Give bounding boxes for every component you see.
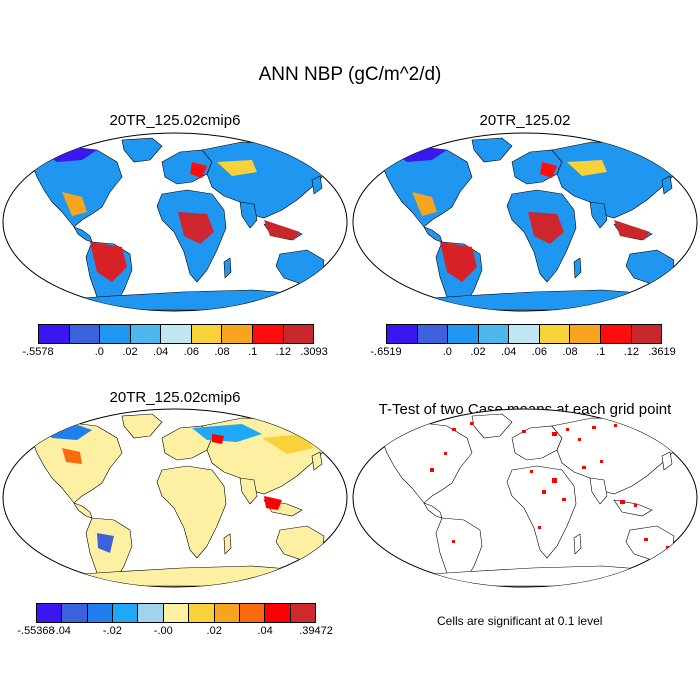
- colorbar-tick-label: -.00: [153, 625, 173, 637]
- colorbar-cell: [62, 604, 88, 622]
- colorbar-tick-label: -.55368: [17, 625, 55, 637]
- colorbar-a: [38, 324, 314, 344]
- colorbar-tick-label: .04: [153, 346, 169, 358]
- colorbar-tick-label: .12: [275, 346, 291, 358]
- colorbar-tick-label: .06: [531, 346, 547, 358]
- colorbar-tick-label: -.6519: [370, 346, 402, 358]
- colorbar-tick-label: .1: [248, 346, 258, 358]
- colorbar-tick-label: .02: [122, 346, 138, 358]
- colorbar-cell: [39, 325, 70, 343]
- colorbar-c: [36, 603, 316, 623]
- colorbar-tick-label: .3619: [648, 346, 676, 358]
- colorbar-cell: [417, 325, 449, 343]
- colorbar-cell: [100, 325, 131, 343]
- map-panel-a: [2, 132, 348, 312]
- colorbar-cell: [113, 604, 139, 622]
- colorbar-cell: [290, 604, 315, 622]
- colorbar-tick-label: .04: [257, 625, 273, 637]
- colorbar-tick-label: .39472: [299, 625, 333, 637]
- colorbar-cell: [161, 325, 192, 343]
- colorbar-cell: [130, 325, 162, 343]
- colorbar-tick-label: .02: [206, 625, 222, 637]
- panel-b-title-line1: 20TR_125.02: [479, 112, 571, 129]
- colorbar-cell: [69, 325, 101, 343]
- colorbar-b: [386, 324, 662, 344]
- colorbar-tick-label: .06: [183, 346, 199, 358]
- figure-title: ANN NBP (gC/m^2/d): [258, 64, 442, 85]
- colorbar-cell: [189, 604, 215, 622]
- significance-note: Cells are significant at 0.1 level: [437, 614, 603, 628]
- colorbar-tick-label: .08: [214, 346, 230, 358]
- colorbar-cell: [509, 325, 540, 343]
- colorbar-cell: [265, 604, 291, 622]
- colorbar-cell: [37, 604, 63, 622]
- colorbar-cell: [631, 325, 662, 343]
- colorbar-tick-label: .12: [623, 346, 639, 358]
- panel-c-title-line1: 20TR_125.02cmip6: [109, 389, 241, 406]
- colorbar-cell: [214, 604, 240, 622]
- colorbar-cell: [163, 604, 190, 622]
- colorbar-tick-label: .1: [596, 346, 606, 358]
- colorbar-cell: [87, 604, 114, 622]
- colorbar-cell: [539, 325, 571, 343]
- colorbar-cell: [570, 325, 601, 343]
- colorbar-tick-label: .3093: [300, 346, 328, 358]
- colorbar-cell: [387, 325, 418, 343]
- map-panel-d: [352, 408, 698, 588]
- colorbar-cell: [138, 604, 164, 622]
- colorbar-cell: [239, 604, 266, 622]
- colorbar-cell: [222, 325, 253, 343]
- colorbar-tick-label: .0: [94, 346, 104, 358]
- colorbar-cell: [283, 325, 314, 343]
- colorbar-tick-label: .0: [442, 346, 452, 358]
- colorbar-cell: [448, 325, 479, 343]
- colorbar-tick-label: .04: [501, 346, 517, 358]
- colorbar-tick-label: -.5578: [22, 346, 54, 358]
- map-panel-b: [352, 132, 698, 312]
- map-panel-c: [2, 408, 348, 588]
- colorbar-tick-label: -.02: [102, 625, 122, 637]
- colorbar-tick-label: -.04: [51, 625, 71, 637]
- colorbar-tick-label: .08: [562, 346, 578, 358]
- colorbar-tick-label: .02: [470, 346, 486, 358]
- colorbar-cell: [252, 325, 284, 343]
- colorbar-cell: [600, 325, 632, 343]
- colorbar-cell: [191, 325, 223, 343]
- panel-a-title-line1: 20TR_125.02cmip6: [109, 112, 241, 129]
- colorbar-cell: [478, 325, 510, 343]
